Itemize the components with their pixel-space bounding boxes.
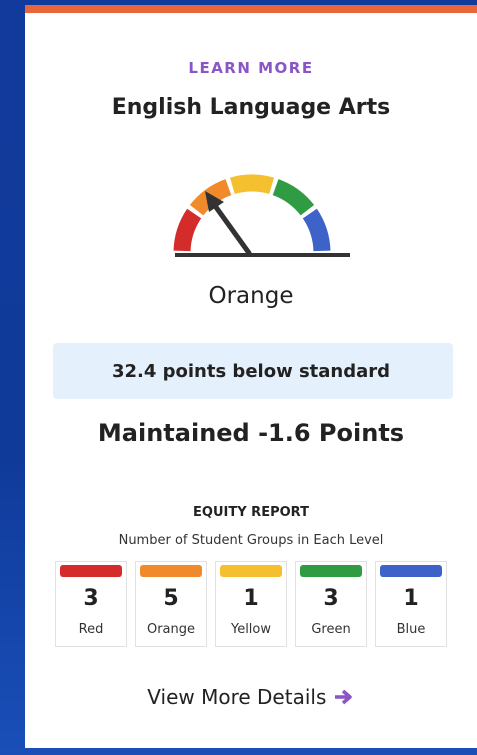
gauge-arcs <box>173 174 331 252</box>
level-label: Orange <box>208 283 294 309</box>
top-bar <box>25 5 477 13</box>
gauge <box>173 174 350 257</box>
status-text: 32.4 points below standard <box>111 361 391 382</box>
arrow-icon <box>334 689 352 705</box>
level-count: 5 <box>163 586 179 611</box>
equity-title: EQUITY REPORT <box>193 505 309 520</box>
level-color-bar <box>60 565 122 577</box>
learn-more-link[interactable]: LEARN MORE <box>188 59 314 77</box>
equity-subtitle: Number of Student Groups in Each Level <box>118 533 384 548</box>
level-count: 3 <box>83 586 99 611</box>
gauge-segment <box>302 208 331 252</box>
change-text: Maintained -1.6 Points <box>97 419 405 447</box>
level-color-bar <box>300 565 362 577</box>
gauge-segment <box>272 179 315 216</box>
gauge-needle <box>210 200 252 256</box>
details-text[interactable]: View More Details <box>147 685 327 709</box>
level-name: Red <box>78 622 104 637</box>
level-name: Blue <box>396 622 426 637</box>
gauge-segment <box>173 208 202 252</box>
level-count: 1 <box>243 586 259 611</box>
level-name: Yellow <box>230 622 272 637</box>
level-cell: 1 Yellow <box>215 561 287 647</box>
view-details-link[interactable]: View More Details <box>25 685 477 709</box>
level-name: Orange <box>146 622 196 637</box>
status-box <box>53 343 453 399</box>
level-cell: 5 Orange <box>135 561 207 647</box>
level-cell: 1 Blue <box>375 561 447 647</box>
level-color-bar <box>140 565 202 577</box>
level-count: 1 <box>403 586 419 611</box>
card: LEARN MORE English Language Arts Orange … <box>25 5 477 748</box>
level-cell: 3 Red <box>55 561 127 647</box>
level-color-bar <box>220 565 282 577</box>
needle-head <box>205 191 224 212</box>
gauge-segment <box>229 174 275 195</box>
level-count: 3 <box>323 586 339 611</box>
card-title: English Language Arts <box>111 95 391 120</box>
level-color-bar <box>380 565 442 577</box>
level-cell: 3 Green <box>295 561 367 647</box>
level-name: Green <box>311 622 351 637</box>
